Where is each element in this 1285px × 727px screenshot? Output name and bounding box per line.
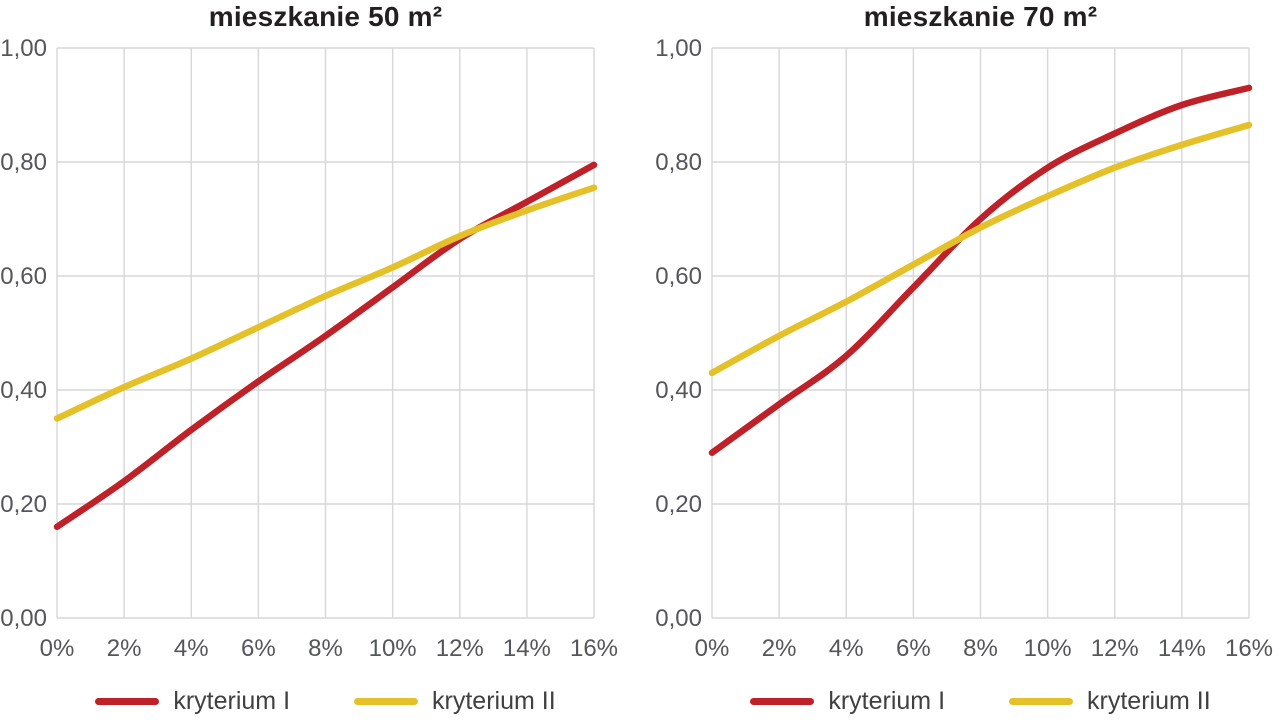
y-tick-label: 0,60 (655, 263, 702, 290)
chart-title-50: mieszkanie 50 m² (208, 1, 443, 32)
y-tick-label: 0,80 (0, 149, 47, 176)
chart-title-70: mieszkanie 70 m² (863, 1, 1098, 32)
legend-label: kryterium I (173, 687, 291, 715)
legend-50: kryterium I kryterium II (57, 687, 594, 716)
legend-item-kryterium-2: kryterium II (1009, 687, 1211, 716)
y-tick-label: 1,00 (0, 35, 47, 62)
series-line-1 (708, 84, 1253, 456)
x-tick-label: 2% (107, 635, 142, 662)
x-tick-label: 0% (40, 635, 75, 662)
series2-swatch-icon (354, 698, 419, 705)
x-tick-label: 10% (369, 635, 417, 662)
series1-swatch-icon (95, 698, 160, 705)
y-tick-label: 0,20 (0, 491, 47, 518)
x-tick-label: 8% (963, 635, 998, 662)
series-line-1 (53, 161, 598, 531)
x-tick-label: 6% (241, 635, 276, 662)
y-tick-label: 1,00 (655, 35, 702, 62)
x-tick-label: 16% (570, 635, 618, 662)
x-tick-label: 4% (829, 635, 864, 662)
y-tick-label: 0,80 (655, 149, 702, 176)
x-tick-label: 2% (762, 635, 797, 662)
y-tick-label: 0,20 (655, 491, 702, 518)
x-tick-label: 16% (1225, 635, 1273, 662)
y-tick-label: 0,00 (0, 605, 47, 632)
legend-item-kryterium-1: kryterium I (750, 687, 945, 716)
series-line-2 (53, 184, 598, 422)
x-tick-label: 14% (1158, 635, 1206, 662)
line-chart-70: 0,00 0,20 0,40 0,60 0,80 1,00 0% 2% 4% 6% 8% 10% 12%… (655, 35, 1273, 662)
x-tick-label: 12% (436, 635, 484, 662)
series-line-2 (708, 121, 1253, 377)
x-tick-label: 10% (1024, 635, 1072, 662)
legend-label: kryterium I (828, 687, 946, 715)
x-tick-label: 4% (174, 635, 209, 662)
chart-mieszkanie-50: mieszkanie 50 m² 0,00 0,20 0,40 0,60 0,80 1,0… (0, 0, 642, 727)
series2-swatch-icon (1009, 698, 1074, 705)
y-tick-label: 0,60 (0, 263, 47, 290)
x-tick-label: 8% (308, 635, 343, 662)
chart-mieszkanie-70: mieszkanie 70 m² 0,00 0,20 0,40 0,60 0,80 1,0… (642, 0, 1285, 727)
legend-label: kryterium II (432, 687, 556, 715)
y-tick-label: 0,00 (655, 605, 702, 632)
x-tick-label: 0% (695, 635, 730, 662)
x-tick-label: 6% (896, 635, 931, 662)
line-chart-50: 0,00 0,20 0,40 0,60 0,80 1,00 0% 2% 4% 6% 8% 10% 12%… (0, 35, 618, 662)
legend-item-kryterium-1: kryterium I (95, 687, 290, 716)
legend-70: kryterium I kryterium II (712, 687, 1249, 716)
legend-label: kryterium II (1087, 687, 1211, 715)
y-tick-label: 0,40 (655, 377, 702, 404)
x-tick-label: 12% (1091, 635, 1139, 662)
series1-swatch-icon (750, 698, 815, 705)
legend-item-kryterium-2: kryterium II (354, 687, 556, 716)
y-tick-label: 0,40 (0, 377, 47, 404)
x-tick-label: 14% (503, 635, 551, 662)
